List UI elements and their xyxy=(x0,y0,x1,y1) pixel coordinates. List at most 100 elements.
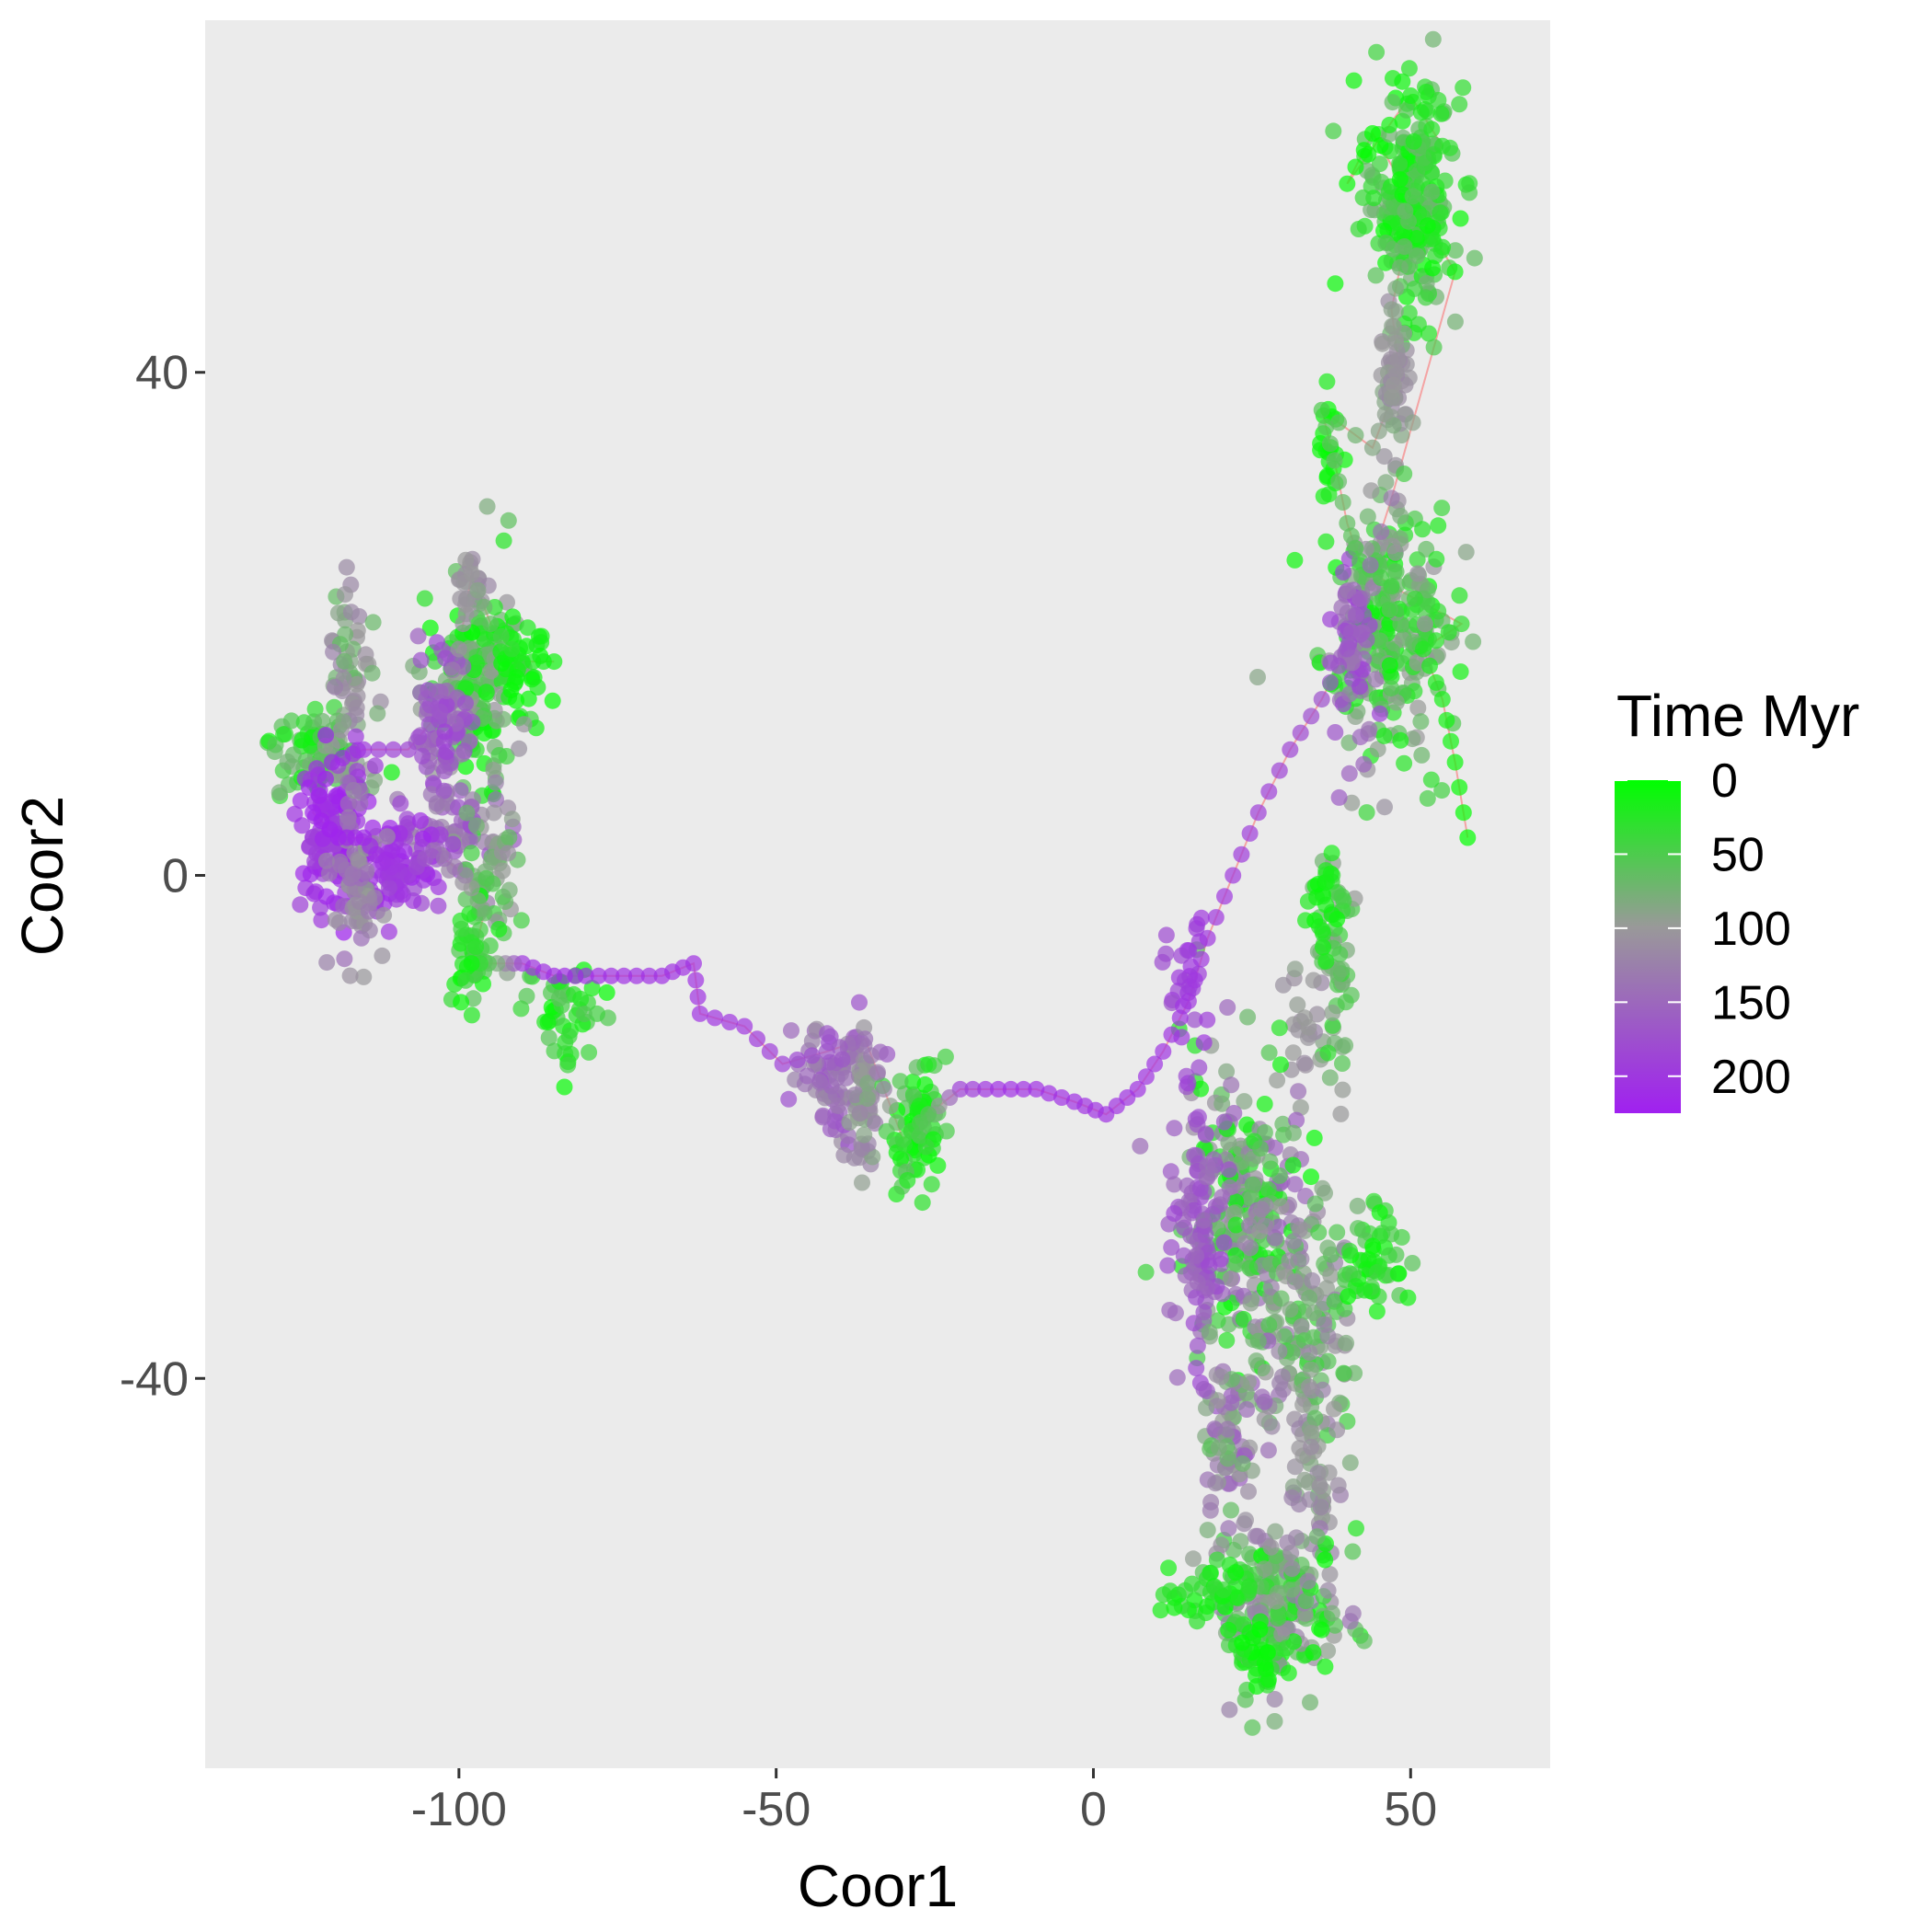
data-point xyxy=(369,705,386,722)
data-point xyxy=(1223,1501,1239,1519)
data-point xyxy=(370,741,387,758)
data-point xyxy=(463,845,480,862)
data-point xyxy=(1179,1177,1196,1194)
data-point xyxy=(1286,960,1304,978)
data-point xyxy=(1330,414,1348,431)
data-point xyxy=(1225,867,1242,884)
data-point xyxy=(1340,765,1358,782)
data-point xyxy=(1451,587,1468,604)
data-point xyxy=(1301,1289,1318,1306)
data-point xyxy=(1327,275,1344,293)
data-point xyxy=(1406,280,1423,297)
data-point xyxy=(1434,238,1452,256)
data-point xyxy=(1381,116,1398,133)
data-point xyxy=(500,829,518,846)
data-point xyxy=(1220,1161,1237,1179)
data-point xyxy=(429,634,445,651)
data-point xyxy=(1350,221,1367,237)
data-point xyxy=(1220,1520,1237,1537)
data-point xyxy=(1455,79,1472,97)
data-point xyxy=(1333,960,1351,978)
data-point xyxy=(1015,1080,1032,1098)
data-point xyxy=(1262,1279,1280,1296)
data-point xyxy=(1281,1252,1298,1270)
data-point xyxy=(1387,363,1405,381)
data-point xyxy=(1397,101,1415,119)
data-point xyxy=(916,1075,934,1093)
data-point xyxy=(487,774,504,791)
data-point xyxy=(831,1039,848,1056)
data-point xyxy=(783,1022,799,1040)
data-point xyxy=(1186,1011,1203,1029)
data-point xyxy=(1162,1163,1179,1180)
data-point xyxy=(1354,189,1372,206)
data-point xyxy=(1295,1054,1313,1072)
data-point xyxy=(520,690,537,707)
data-point xyxy=(1425,339,1443,356)
data-point xyxy=(1387,694,1405,711)
data-point xyxy=(1238,1116,1256,1133)
data-point xyxy=(1466,249,1483,267)
data-point xyxy=(1423,121,1441,138)
data-point xyxy=(844,1034,861,1052)
data-point xyxy=(1329,1477,1347,1494)
data-point xyxy=(1256,1410,1273,1428)
data-point xyxy=(1418,540,1435,558)
legend-label: 200 xyxy=(1711,1051,1791,1104)
data-point xyxy=(1283,1344,1301,1362)
data-point xyxy=(1260,783,1278,800)
data-point xyxy=(1227,1216,1245,1234)
data-point xyxy=(1192,950,1210,968)
data-point xyxy=(1233,845,1250,863)
data-point xyxy=(1415,640,1432,658)
data-point xyxy=(572,990,590,1007)
data-point xyxy=(1267,1523,1284,1540)
legend-label: 150 xyxy=(1711,976,1791,1029)
data-point xyxy=(1363,482,1380,500)
data-point xyxy=(1235,1310,1252,1328)
data-point xyxy=(1286,1176,1304,1193)
data-point xyxy=(899,1172,916,1189)
data-point xyxy=(428,795,445,812)
data-point xyxy=(1065,1093,1083,1110)
data-point xyxy=(453,920,470,937)
data-point xyxy=(1299,892,1317,910)
data-point xyxy=(736,1018,753,1035)
data-point xyxy=(337,586,353,604)
data-point xyxy=(1252,1140,1269,1157)
data-point xyxy=(1215,1234,1233,1251)
data-point xyxy=(1219,999,1236,1016)
data-point xyxy=(1396,238,1413,255)
data-point xyxy=(581,1043,598,1061)
data-point xyxy=(1227,1564,1245,1581)
data-point xyxy=(1314,922,1331,939)
data-point xyxy=(1284,1156,1302,1174)
data-point xyxy=(515,716,533,733)
data-point xyxy=(338,558,355,576)
data-point xyxy=(1197,1226,1214,1244)
data-point xyxy=(749,1030,765,1048)
x-axis-title: Coor1 xyxy=(798,1853,958,1919)
legend-label: 50 xyxy=(1711,828,1765,881)
data-point xyxy=(1453,615,1470,633)
data-point xyxy=(1381,657,1398,674)
data-point xyxy=(1420,325,1437,342)
data-point xyxy=(1257,1363,1274,1381)
data-point xyxy=(1305,1644,1322,1662)
data-point xyxy=(336,652,353,670)
data-point xyxy=(529,679,546,696)
data-point xyxy=(1289,996,1306,1014)
data-point xyxy=(1213,1189,1231,1206)
data-point xyxy=(1259,1671,1277,1688)
data-point xyxy=(467,938,485,955)
data-point xyxy=(342,604,360,621)
data-point xyxy=(780,1090,798,1108)
data-point xyxy=(336,950,353,968)
data-point xyxy=(1367,267,1385,284)
data-point xyxy=(1273,1626,1291,1643)
data-point xyxy=(1362,557,1379,574)
data-point xyxy=(1186,1146,1203,1164)
data-point xyxy=(1220,1133,1237,1151)
data-point xyxy=(1290,1083,1307,1100)
data-point xyxy=(1248,1666,1264,1684)
